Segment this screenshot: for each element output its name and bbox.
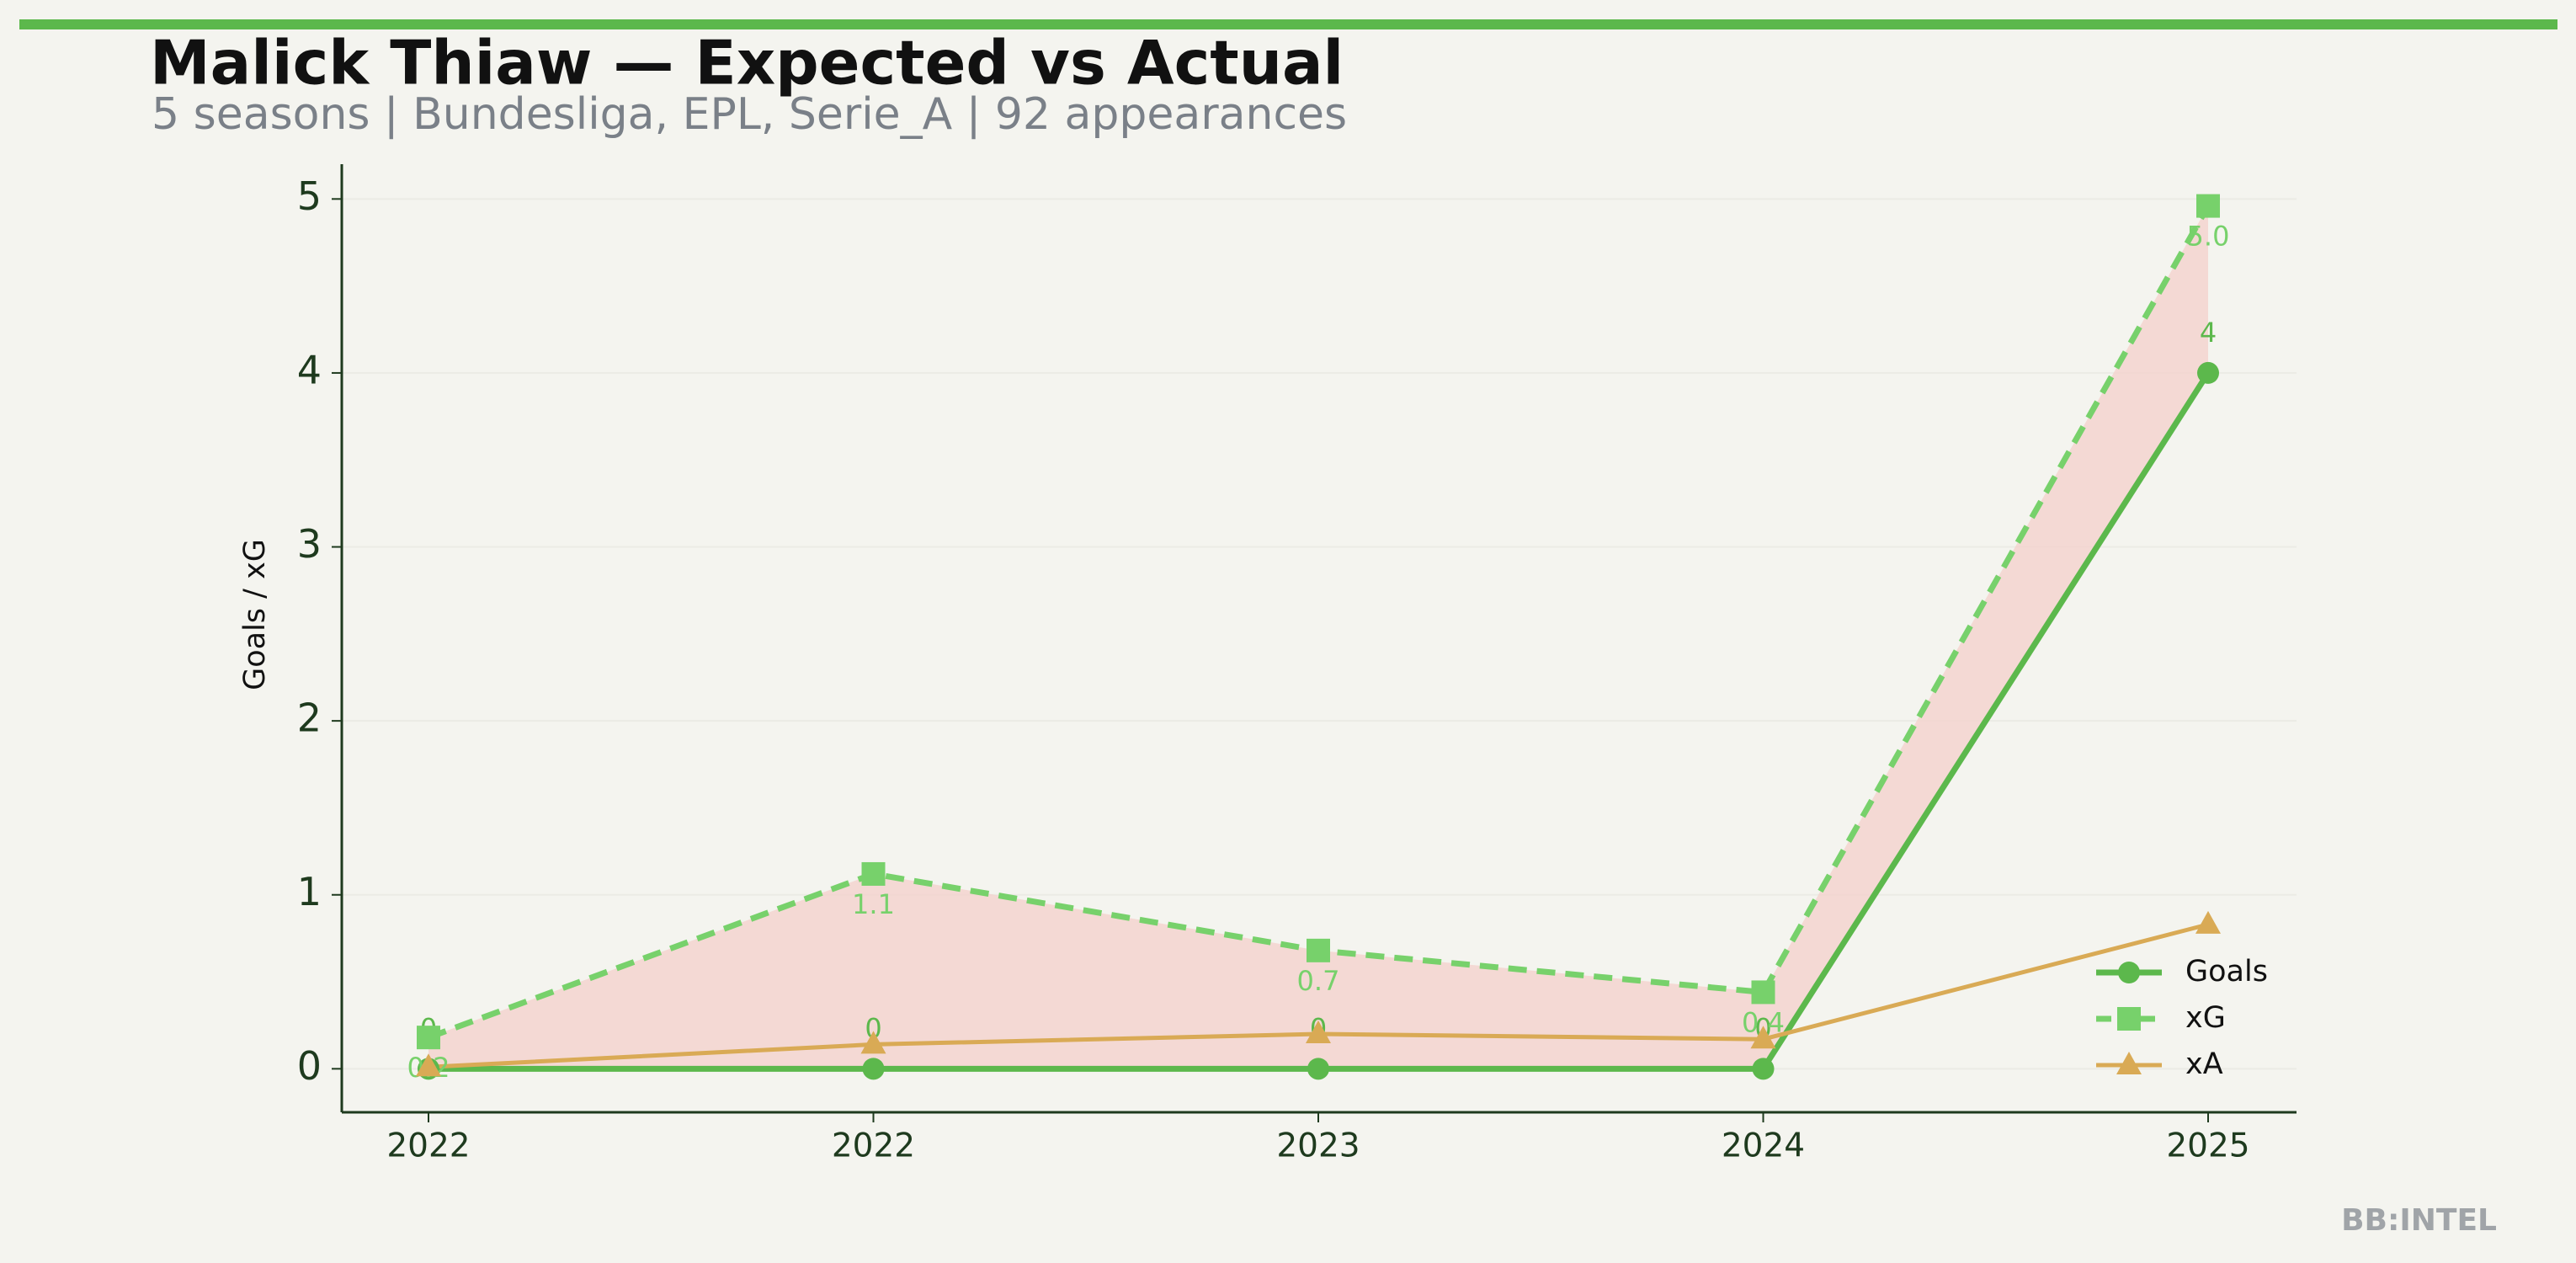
data-label: 1.1 bbox=[852, 888, 895, 920]
data-point bbox=[416, 1053, 441, 1077]
data-point bbox=[1752, 1058, 1775, 1080]
data-point bbox=[861, 861, 886, 886]
y-tick-label: 5 bbox=[297, 173, 322, 219]
y-tick-label: 1 bbox=[297, 869, 322, 914]
data-label: 0 bbox=[865, 1012, 881, 1044]
x-tick-label: 2025 bbox=[2166, 1127, 2249, 1165]
data-label: 4 bbox=[2200, 317, 2217, 349]
data-point bbox=[1306, 1021, 1331, 1044]
y-tick-label: 2 bbox=[297, 695, 322, 741]
data-label: 5.0 bbox=[2187, 221, 2230, 253]
y-tick-label: 4 bbox=[297, 347, 322, 392]
x-tick-label: 2024 bbox=[1722, 1127, 1805, 1165]
data-point bbox=[2196, 194, 2220, 218]
data-point bbox=[1751, 980, 1775, 1005]
legend-marker bbox=[2118, 962, 2140, 983]
legend-marker bbox=[2117, 1007, 2141, 1031]
series-line bbox=[427, 204, 2211, 1041]
watermark: BB:INTEL bbox=[2341, 1203, 2497, 1238]
y-axis-label: Goals / xG bbox=[238, 539, 272, 690]
data-point bbox=[860, 1031, 886, 1054]
data-label: 0.7 bbox=[1297, 965, 1340, 997]
legend-label: xA bbox=[2185, 1047, 2223, 1081]
legend-marker bbox=[2116, 1052, 2142, 1074]
data-point bbox=[1307, 938, 1330, 962]
x-tick-label: 2022 bbox=[832, 1127, 915, 1165]
data-point bbox=[1750, 1026, 1776, 1049]
top-bar bbox=[19, 19, 2557, 29]
legend-label: Goals bbox=[2185, 955, 2268, 989]
legend-label: xG bbox=[2185, 1001, 2226, 1035]
data-point bbox=[2195, 910, 2221, 934]
gap-fill bbox=[428, 205, 2208, 1069]
data-point bbox=[1307, 1058, 1329, 1080]
data-point bbox=[862, 1058, 885, 1080]
chart-title: Malick Thiaw — Expected vs Actual bbox=[150, 28, 1344, 99]
y-tick-label: 0 bbox=[297, 1043, 322, 1089]
y-tick-label: 3 bbox=[297, 521, 322, 567]
data-point bbox=[417, 1026, 440, 1050]
x-tick-label: 2023 bbox=[1276, 1127, 1360, 1165]
x-tick-label: 2022 bbox=[386, 1127, 470, 1165]
chart-subtitle: 5 seasons | Bundesliga, EPL, Serie_A | 9… bbox=[152, 89, 1347, 140]
data-point bbox=[2197, 361, 2219, 384]
